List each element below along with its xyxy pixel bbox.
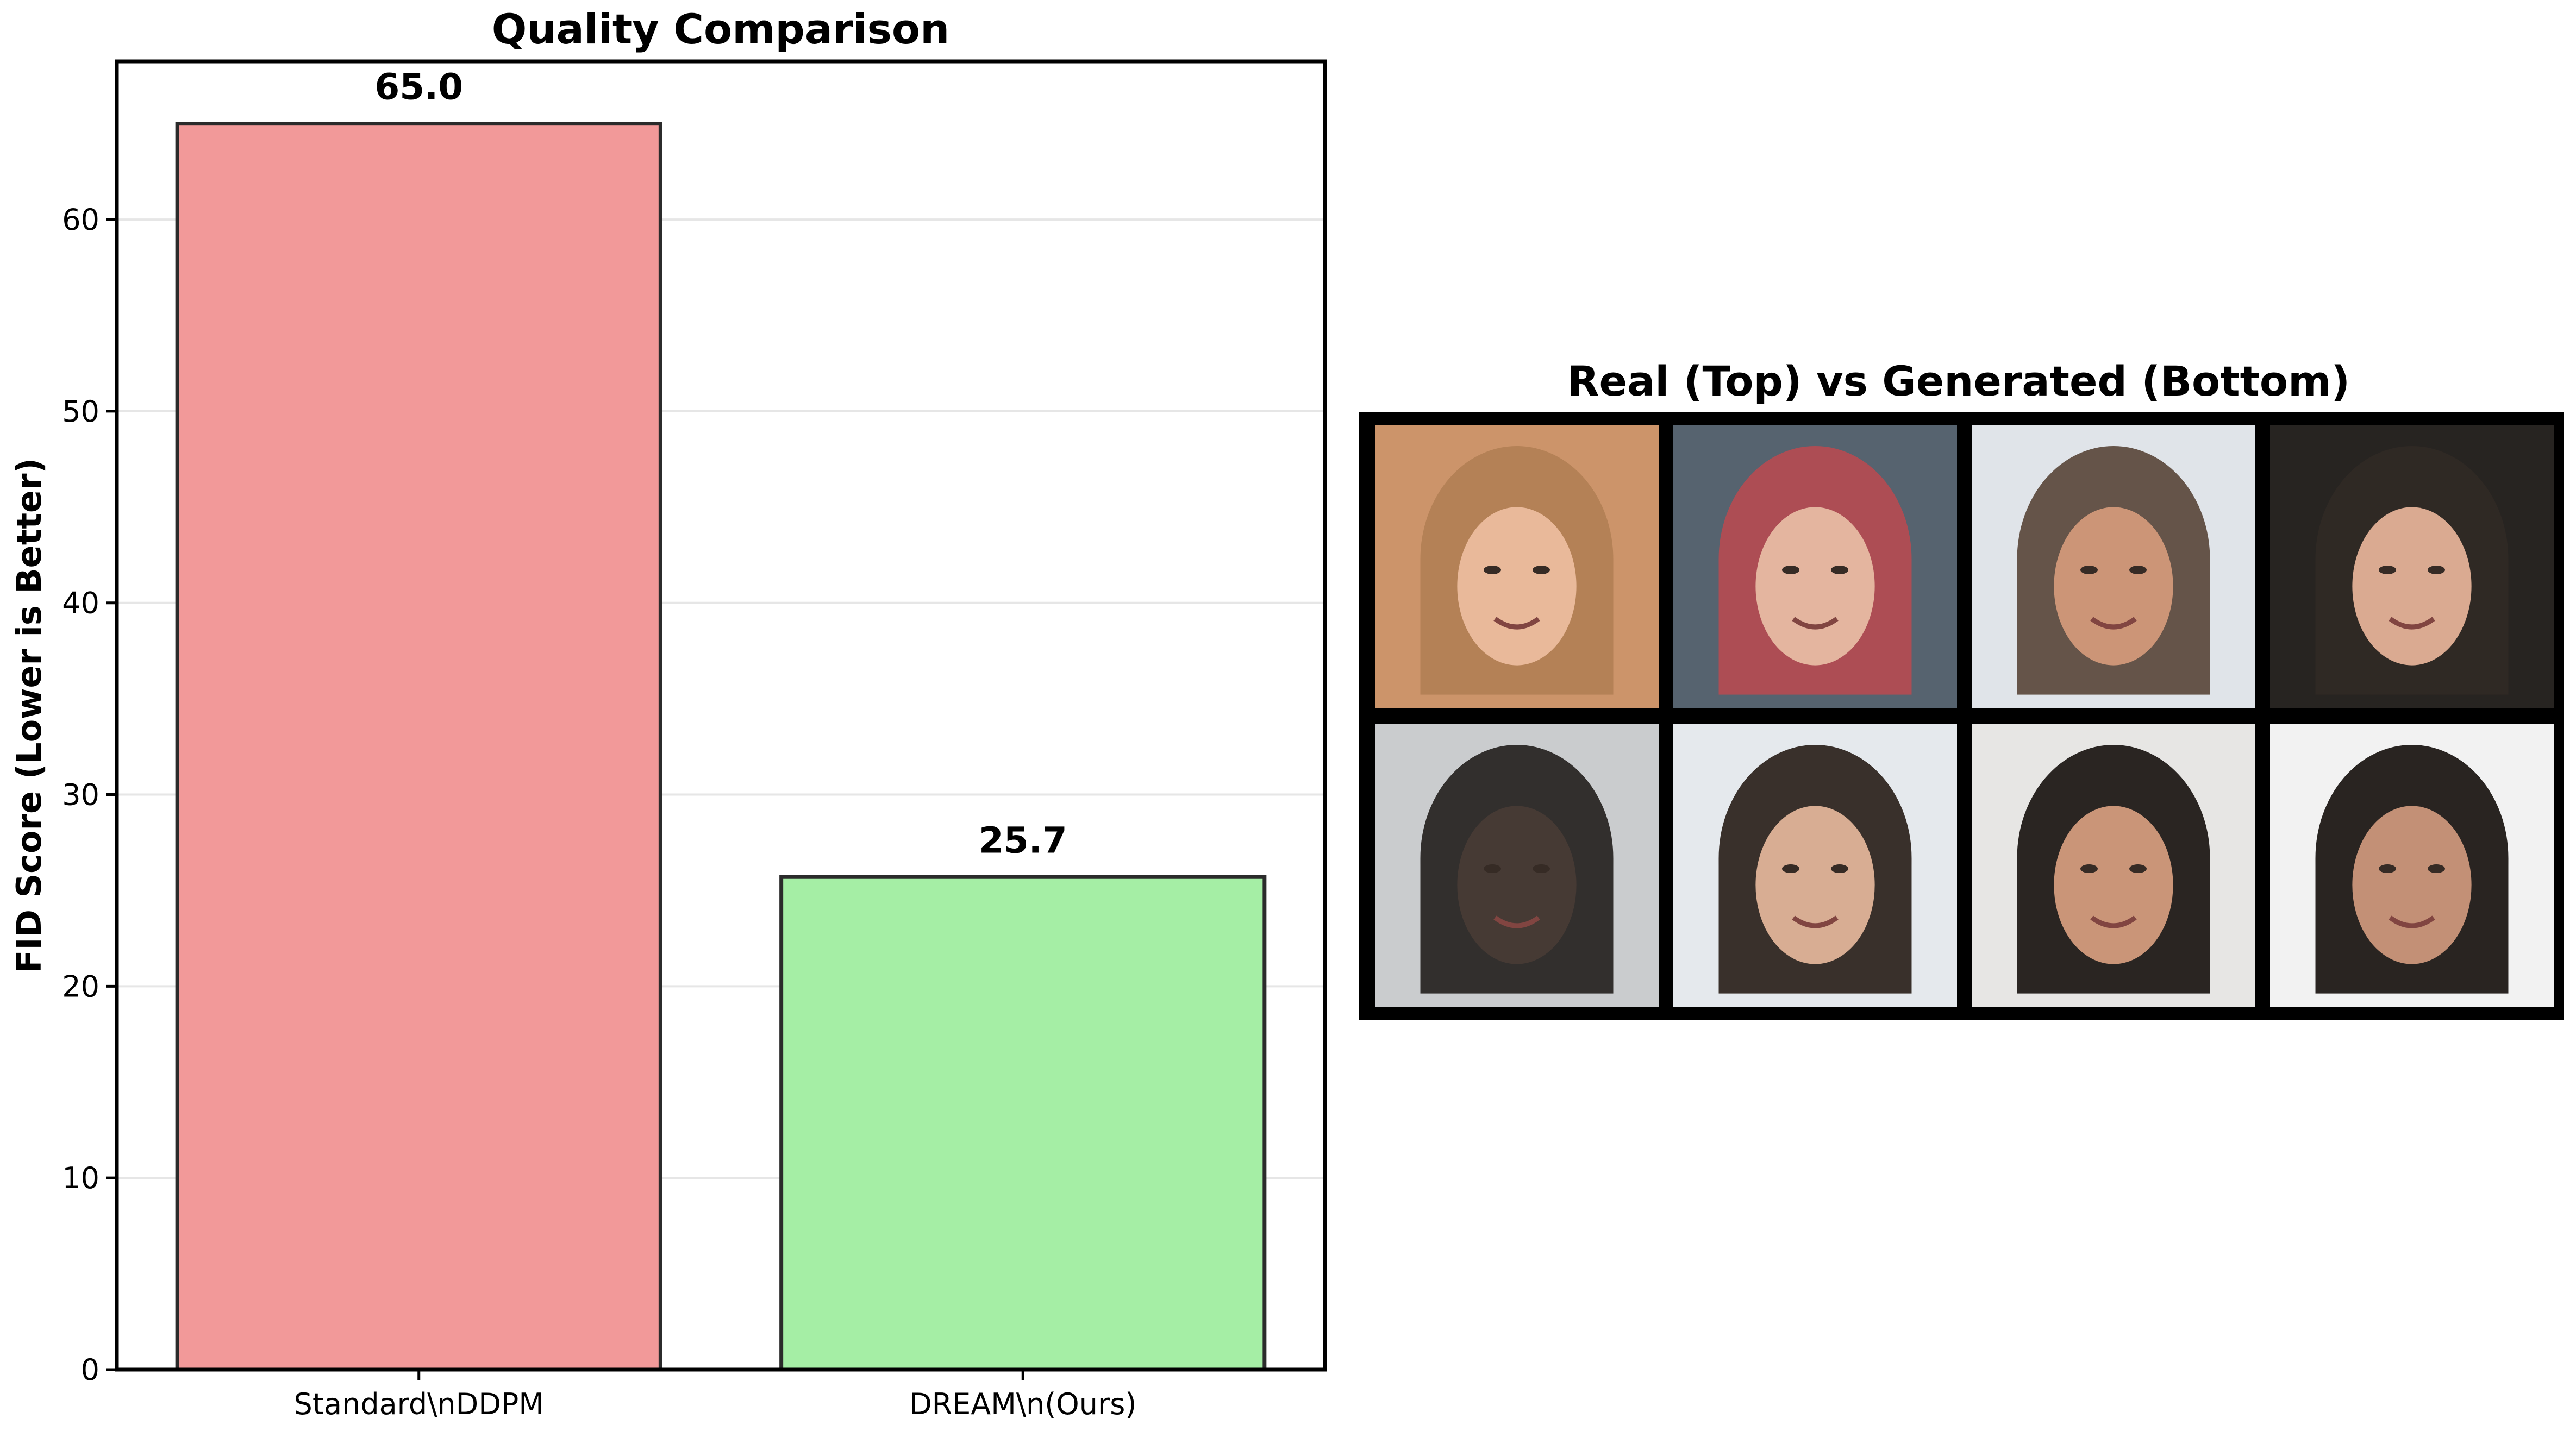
x-tick-label: DREAM\n(Ours) — [909, 1387, 1136, 1421]
x-ticks: Standard\nDDPM DREAM\n(Ours) — [294, 1370, 1136, 1421]
bar-value-label: 25.7 — [979, 819, 1067, 861]
y-tick-label: 30 — [62, 778, 99, 812]
y-tick-label: 40 — [62, 586, 99, 620]
face-photo-icon — [2270, 425, 2554, 708]
y-axis-label: FID Score (Lower is Better) — [9, 458, 49, 973]
value-labels: 65.0 25.7 — [374, 66, 1067, 862]
y-tick-label: 10 — [62, 1161, 99, 1195]
y-tick-label: 50 — [62, 394, 99, 429]
chart-title: Quality Comparison — [492, 5, 949, 53]
image-grid-title: Real (Top) vs Generated (Bottom) — [1567, 357, 2350, 405]
image-grid: Real (Top) vs Generated (Bottom) — [1359, 357, 2564, 1020]
face-photo-icon — [1972, 425, 2255, 708]
bar-chart: Quality Comparison 65.0 25.7 0 10 20 30 40 50 6… — [9, 5, 1327, 1421]
face-photo-icon — [2270, 724, 2554, 1007]
face-photo-icon — [1972, 724, 2255, 1007]
bars — [175, 122, 1267, 1372]
face-photo-icon — [1375, 724, 1659, 1007]
y-tick-label: 0 — [81, 1353, 99, 1387]
face-photo-icon — [1673, 425, 1957, 708]
bar-value-label: 65.0 — [374, 66, 463, 108]
face-cells — [1375, 425, 2554, 1007]
face-photo-icon — [1673, 724, 1957, 1007]
bar-standard-ddpm — [175, 122, 662, 1372]
plot-frame — [115, 59, 1327, 1372]
bar-dream-ours — [779, 875, 1267, 1372]
y-tick-label: 60 — [62, 203, 99, 237]
x-tick-label: Standard\nDDPM — [294, 1387, 544, 1421]
y-ticks: 0 10 20 30 40 50 60 — [62, 203, 117, 1387]
y-tick-label: 20 — [62, 969, 99, 1003]
face-photo-icon — [1375, 425, 1659, 708]
